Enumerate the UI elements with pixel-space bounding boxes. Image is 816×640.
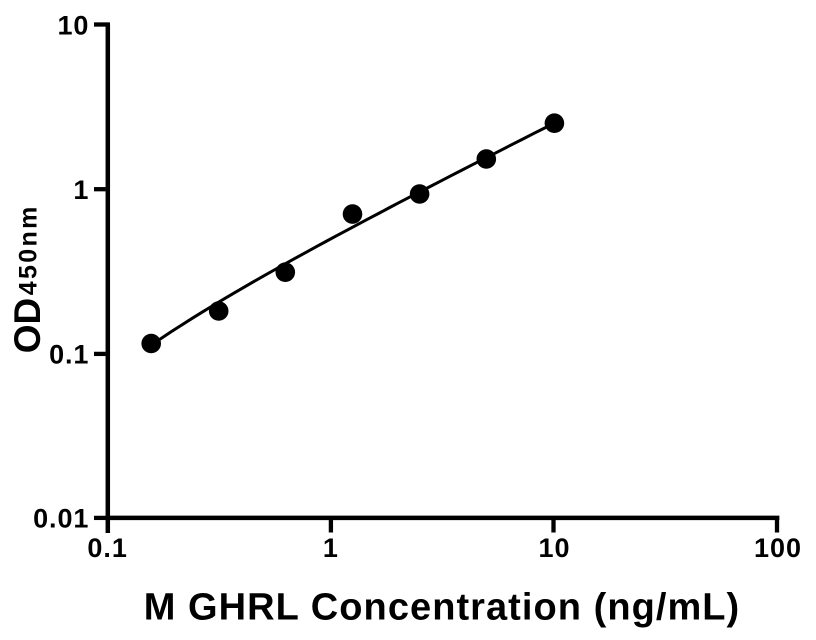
svg-text:OD: OD [7, 298, 48, 354]
svg-text:0.1: 0.1 [87, 533, 128, 563]
svg-text:0.01: 0.01 [33, 504, 89, 534]
svg-text:1: 1 [323, 533, 339, 563]
svg-text:M GHRL Concentration (ng/mL): M GHRL Concentration (ng/mL) [144, 587, 741, 629]
svg-text:10: 10 [57, 10, 89, 40]
svg-text:450nm: 450nm [14, 204, 42, 295]
svg-text:100: 100 [754, 533, 802, 563]
svg-text:0.1: 0.1 [49, 340, 89, 370]
svg-text:10: 10 [538, 533, 570, 563]
svg-text:1: 1 [73, 175, 89, 205]
